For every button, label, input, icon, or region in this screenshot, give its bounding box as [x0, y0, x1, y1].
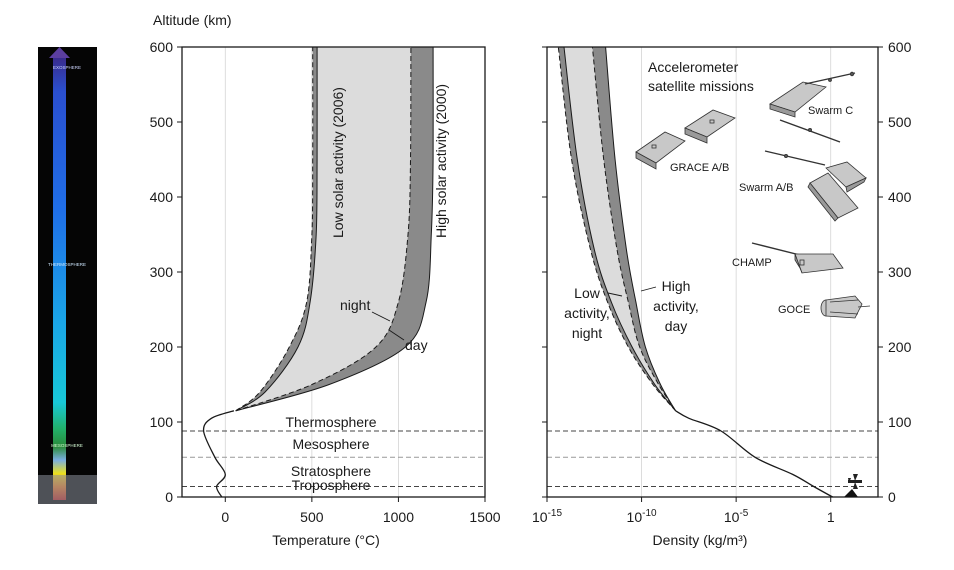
mountain-icon — [844, 489, 858, 497]
day-label: day — [405, 337, 428, 353]
density-activity-band-inner — [564, 47, 676, 411]
temperature-x-tick-label-0: 0 — [221, 509, 229, 525]
density-curves — [557, 46, 833, 498]
temperature-x-tick-label-500: 500 — [300, 509, 324, 525]
density-curve-3 — [605, 46, 677, 412]
column-label-thermosphere: THERMOSPHERE — [48, 262, 86, 267]
density-layer-boundaries — [547, 430, 878, 487]
up-arrow-icon — [49, 47, 70, 58]
density-y-tick-label-400: 400 — [888, 189, 912, 205]
density-y-tick-label-0: 0 — [888, 489, 896, 505]
high-activity-label-line3: day — [665, 318, 688, 334]
density-bands — [558, 47, 676, 411]
temperature-bands — [235, 47, 434, 411]
column-color-bar — [53, 56, 66, 500]
mission-label-swarm-ab: Swarm A/B — [739, 182, 793, 194]
density-panel: 0 100 200 300 400 500 600 10-15 10-10 10-5 1 Dens… — [532, 39, 912, 548]
temperature-y-tick-label-100: 100 — [150, 414, 174, 430]
mission-label-goce: GOCE — [778, 304, 810, 316]
low-activity-pointer — [607, 292, 623, 297]
champ-satellite-icon — [751, 242, 844, 274]
temperature-x-tick-label-1500: 1500 — [469, 509, 500, 525]
temperature-activity-band-inner — [235, 47, 411, 411]
swarm-ab-satellite-icon — [764, 119, 867, 222]
column-label-mesosphere: MESOSPHERE — [51, 443, 83, 448]
layer-label-stratosphere: Stratosphere — [291, 463, 371, 479]
temperature-y-tick-label-300: 300 — [150, 264, 174, 280]
density-x-ticks: 10-15 10-10 10-5 1 — [532, 497, 835, 525]
density-y-tick-label-200: 200 — [888, 339, 912, 355]
temperature-y-tick-label-200: 200 — [150, 339, 174, 355]
density-curve-0 — [557, 46, 676, 412]
temperature-axis-label: Temperature (°C) — [272, 532, 380, 548]
layer-labels: Thermosphere Mesosphere Stratosphere Tro… — [285, 414, 376, 493]
missions-title-line2: satellite missions — [648, 78, 754, 94]
mission-label-champ: CHAMP — [732, 257, 772, 269]
layer-label-troposphere: Troposphere — [292, 477, 371, 493]
altitude-axis-label: Altitude (km) — [153, 12, 232, 28]
high-solar-activity-label: High solar activity (2000) — [433, 84, 449, 238]
density-x-tick-label-0: 10-15 — [532, 508, 562, 525]
layer-boundaries — [182, 430, 485, 487]
night-label: night — [340, 297, 370, 313]
atmosphere-column: EXOSPHERE THERMOSPHERE MESOSPHERE — [38, 47, 97, 504]
temperature-curves — [202, 46, 434, 498]
temperature-y-tick-label-500: 500 — [150, 114, 174, 130]
airplane-icon — [848, 474, 862, 489]
temperature-y-tick-label-0: 0 — [165, 489, 173, 505]
layer-label-mesosphere: Mesosphere — [292, 436, 369, 452]
density-x-tick-label-2: 10-5 — [724, 508, 749, 525]
high-activity-pointer — [640, 286, 657, 292]
goce-satellite-icon — [820, 295, 871, 319]
layer-label-thermosphere: Thermosphere — [285, 414, 376, 430]
low-solar-activity-label: Low solar activity (2006) — [330, 87, 346, 238]
missions-title-line1: Accelerometer — [648, 59, 739, 75]
temperature-x-ticks: 0 500 1000 1500 — [221, 497, 501, 525]
temperature-y-tick-label-600: 600 — [150, 39, 174, 55]
temperature-curve-2 — [235, 46, 412, 412]
density-y-tick-label-100: 100 — [888, 414, 912, 430]
column-label-exosphere: EXOSPHERE — [53, 65, 81, 70]
swarm-c-satellite-icon — [769, 71, 856, 118]
density-x-tick-label-1: 10-10 — [627, 508, 657, 525]
temperature-x-tick-label-1000: 1000 — [383, 509, 414, 525]
temperature-lower-profile — [202, 410, 235, 498]
satellite-icons — [635, 71, 871, 319]
high-activity-label-line1: High — [662, 278, 691, 294]
temperature-curve-3 — [235, 46, 434, 412]
column-ground-band — [38, 475, 97, 504]
mission-label-swarm-c: Swarm C — [808, 105, 853, 117]
grace-satellite-icon — [635, 109, 736, 170]
density-y-tick-label-300: 300 — [888, 264, 912, 280]
temperature-curve-1 — [235, 46, 318, 412]
density-lower-profile — [675, 410, 833, 498]
low-activity-label-line3: night — [572, 325, 602, 341]
density-x-tick-label-3: 1 — [827, 509, 835, 525]
night-pointer — [371, 311, 391, 322]
density-curve-2 — [591, 46, 677, 412]
temperature-y-tick-label-400: 400 — [150, 189, 174, 205]
low-activity-label-line1: Low — [574, 285, 601, 301]
day-pointer — [388, 329, 405, 341]
low-activity-label-line2: activity, — [564, 305, 610, 321]
temperature-y-ticks: 0 100 200 300 400 500 600 — [150, 39, 182, 505]
density-axis-label: Density (kg/m³) — [653, 532, 748, 548]
density-y-tick-label-600: 600 — [888, 39, 912, 55]
column-background — [38, 47, 97, 504]
density-y-ticks: 0 100 200 300 400 500 600 — [542, 39, 912, 505]
density-curve-1 — [563, 46, 676, 412]
mission-label-grace: GRACE A/B — [670, 162, 729, 174]
high-activity-label-line2: activity, — [653, 298, 699, 314]
temperature-panel: 0 100 200 300 400 500 600 0 500 1000 1500 Tempera… — [150, 39, 501, 548]
density-y-tick-label-500: 500 — [888, 114, 912, 130]
